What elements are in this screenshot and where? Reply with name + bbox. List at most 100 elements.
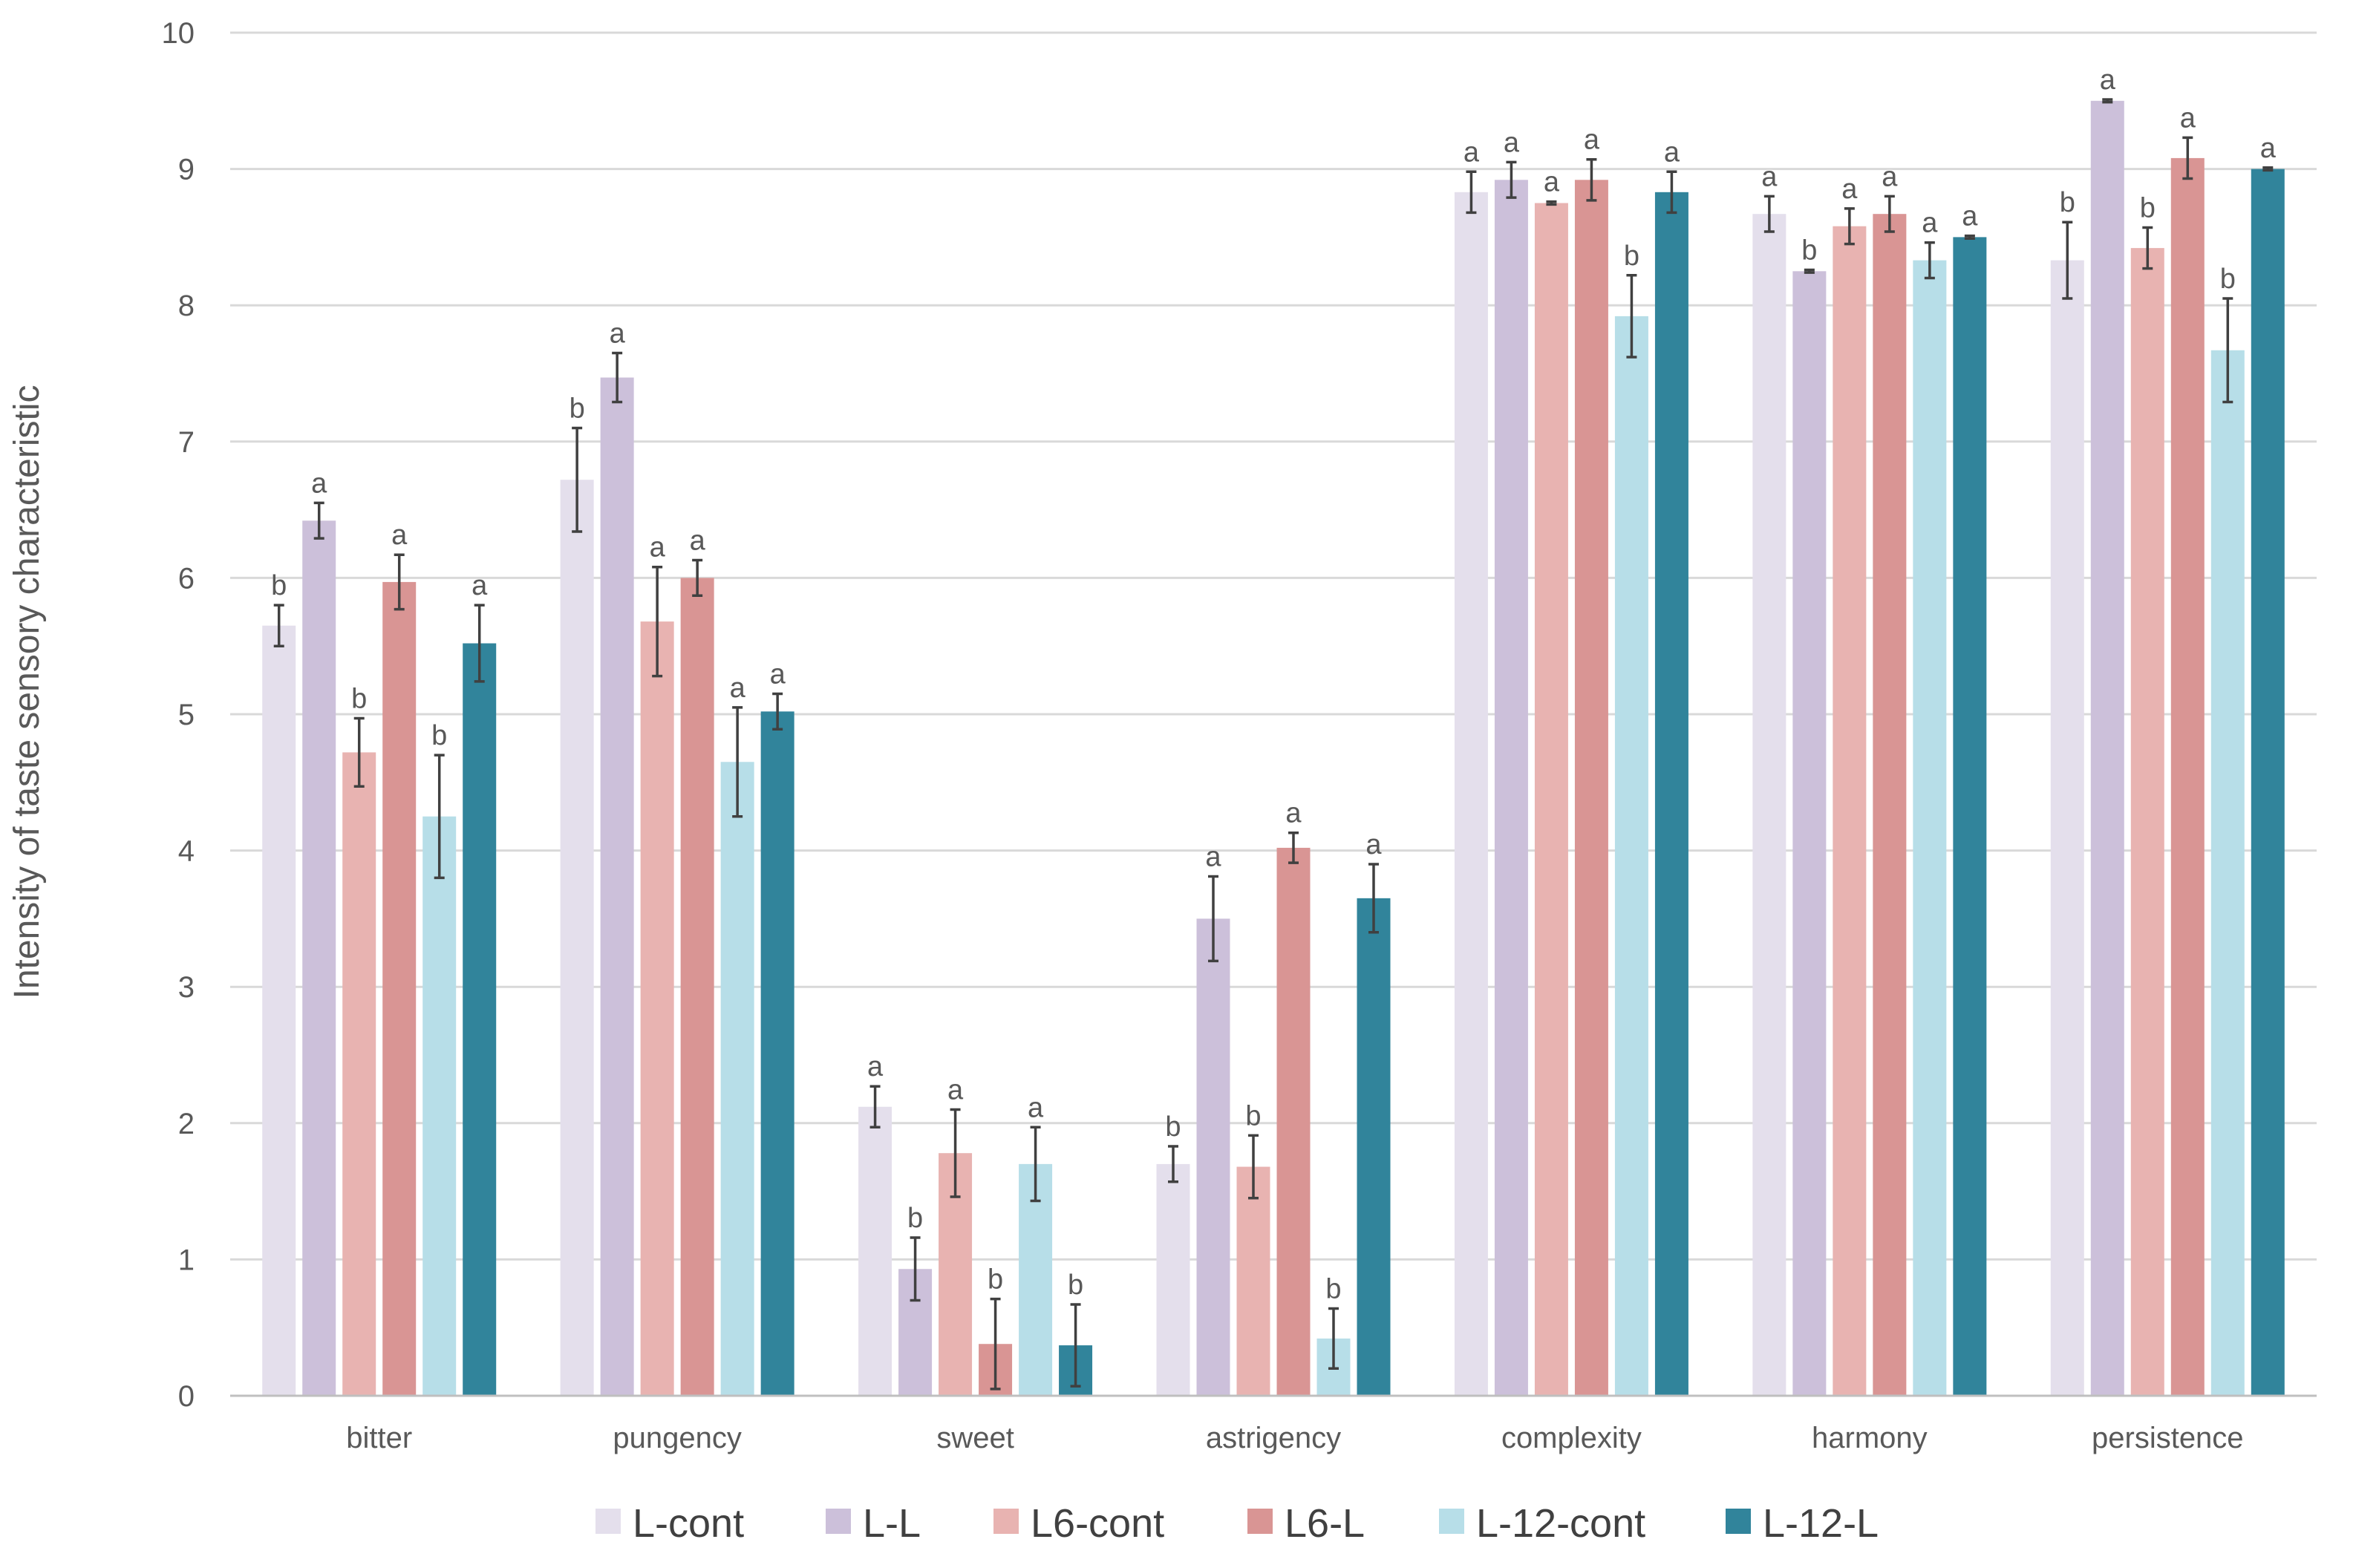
significance-letter: a bbox=[690, 526, 706, 557]
significance-letter: a bbox=[1922, 208, 1938, 239]
significance-letter: a bbox=[1463, 137, 1480, 168]
bar bbox=[1752, 214, 1786, 1396]
bar bbox=[2170, 157, 2205, 1396]
error-bar bbox=[1208, 875, 1218, 963]
significance-letter: a bbox=[867, 1051, 884, 1082]
significance-letter: a bbox=[1664, 137, 1680, 168]
bar bbox=[1156, 1163, 1190, 1396]
legend: L-cont L-L L6-cont L6-L L-12-cont L-12-L bbox=[595, 1501, 1879, 1546]
bar bbox=[1534, 203, 1568, 1396]
bar bbox=[1574, 180, 1608, 1396]
error-bar bbox=[2182, 136, 2193, 180]
error-bar bbox=[1168, 1145, 1178, 1183]
error-bar bbox=[1030, 1126, 1041, 1203]
bar bbox=[2210, 350, 2245, 1396]
y-tick-label: 7 bbox=[178, 426, 195, 459]
bar bbox=[1454, 192, 1488, 1396]
bar bbox=[2050, 260, 2084, 1396]
y-tick-label: 1 bbox=[178, 1244, 195, 1276]
significance-letter: a bbox=[1028, 1092, 1044, 1123]
significance-letter: b bbox=[1801, 235, 1817, 266]
significance-letter: b bbox=[2220, 264, 2236, 295]
error-bar bbox=[434, 754, 445, 880]
y-tick-label: 2 bbox=[178, 1108, 195, 1140]
bar bbox=[1654, 192, 1688, 1396]
x-axis-category-labels: bitter pungency sweet astrigency complexity h… bbox=[346, 1422, 2243, 1454]
x-category-label: pungency bbox=[613, 1422, 741, 1454]
error-bar bbox=[1288, 831, 1299, 864]
significance-letter: a bbox=[471, 570, 488, 601]
y-axis-label: Intensity of taste sensory characteristi… bbox=[7, 385, 47, 999]
bar bbox=[342, 752, 376, 1396]
bar bbox=[1913, 260, 1947, 1396]
bar bbox=[1614, 316, 1648, 1396]
significance-letter: a bbox=[1365, 829, 1382, 860]
y-tick-label: 5 bbox=[178, 699, 195, 731]
legend-label: L6-L bbox=[1285, 1501, 1365, 1546]
significance-letter: a bbox=[1841, 174, 1858, 205]
error-bar bbox=[869, 1085, 881, 1129]
legend-swatch bbox=[993, 1509, 1019, 1534]
error-bar bbox=[1466, 170, 1477, 215]
legend-swatch bbox=[1726, 1509, 1751, 1534]
significance-letter: b bbox=[570, 393, 585, 424]
significance-letter: a bbox=[650, 532, 666, 564]
error-bar bbox=[353, 716, 365, 788]
error-bar bbox=[652, 565, 663, 678]
significance-letter: a bbox=[311, 468, 327, 499]
bar bbox=[1357, 898, 1391, 1396]
significance-letter: a bbox=[1584, 125, 1600, 156]
significance-letter: b bbox=[431, 720, 447, 751]
error-bar bbox=[772, 692, 783, 731]
error-bar bbox=[2222, 297, 2233, 404]
significance-letter: a bbox=[730, 673, 746, 704]
significance-letter: a bbox=[1962, 201, 1978, 232]
error-bar bbox=[2262, 166, 2274, 172]
bar bbox=[1873, 214, 1907, 1396]
error-bar bbox=[394, 553, 405, 611]
error-bars bbox=[273, 98, 2274, 1391]
significance-letter: a bbox=[1504, 127, 1520, 158]
bar bbox=[302, 520, 336, 1396]
error-bar bbox=[1763, 195, 1775, 233]
significance-letter: a bbox=[1761, 161, 1778, 192]
error-bar bbox=[1626, 274, 1637, 359]
bar bbox=[760, 711, 794, 1396]
bars bbox=[262, 100, 2285, 1396]
error-bar bbox=[2102, 98, 2113, 104]
x-category-label: harmony bbox=[1812, 1422, 1928, 1454]
y-tick-label: 6 bbox=[178, 562, 195, 595]
error-bar bbox=[2062, 220, 2073, 300]
significance-letter: b bbox=[988, 1264, 1003, 1296]
significance-letter: a bbox=[391, 520, 408, 551]
error-bar bbox=[1964, 234, 1975, 240]
error-bar bbox=[1884, 195, 1895, 233]
y-tick-label: 0 bbox=[178, 1380, 195, 1413]
x-category-label: astrigency bbox=[1206, 1422, 1341, 1454]
error-bar bbox=[1506, 160, 1517, 199]
bar bbox=[382, 581, 417, 1396]
error-bar bbox=[1248, 1134, 1259, 1200]
significance-letter: b bbox=[2060, 187, 2075, 218]
bar bbox=[640, 621, 674, 1396]
y-tick-label: 8 bbox=[178, 290, 195, 322]
significance-letter: a bbox=[2180, 102, 2196, 134]
significance-letter: a bbox=[1285, 798, 1302, 829]
significance-letter: b bbox=[1165, 1111, 1181, 1143]
significance-letter: a bbox=[610, 318, 626, 349]
bar bbox=[858, 1106, 893, 1396]
error-bar bbox=[273, 604, 284, 647]
legend-label: L-12-L bbox=[1763, 1501, 1879, 1546]
error-bar bbox=[2142, 226, 2153, 270]
y-tick-label: 10 bbox=[162, 17, 195, 50]
x-category-label: persistence bbox=[2092, 1422, 2244, 1454]
bar bbox=[1196, 918, 1230, 1396]
legend-swatch bbox=[595, 1509, 621, 1534]
error-bar bbox=[1666, 170, 1677, 215]
error-bar bbox=[732, 706, 743, 818]
error-bar bbox=[1546, 200, 1557, 206]
error-bar bbox=[313, 501, 324, 540]
error-bar bbox=[474, 604, 485, 683]
